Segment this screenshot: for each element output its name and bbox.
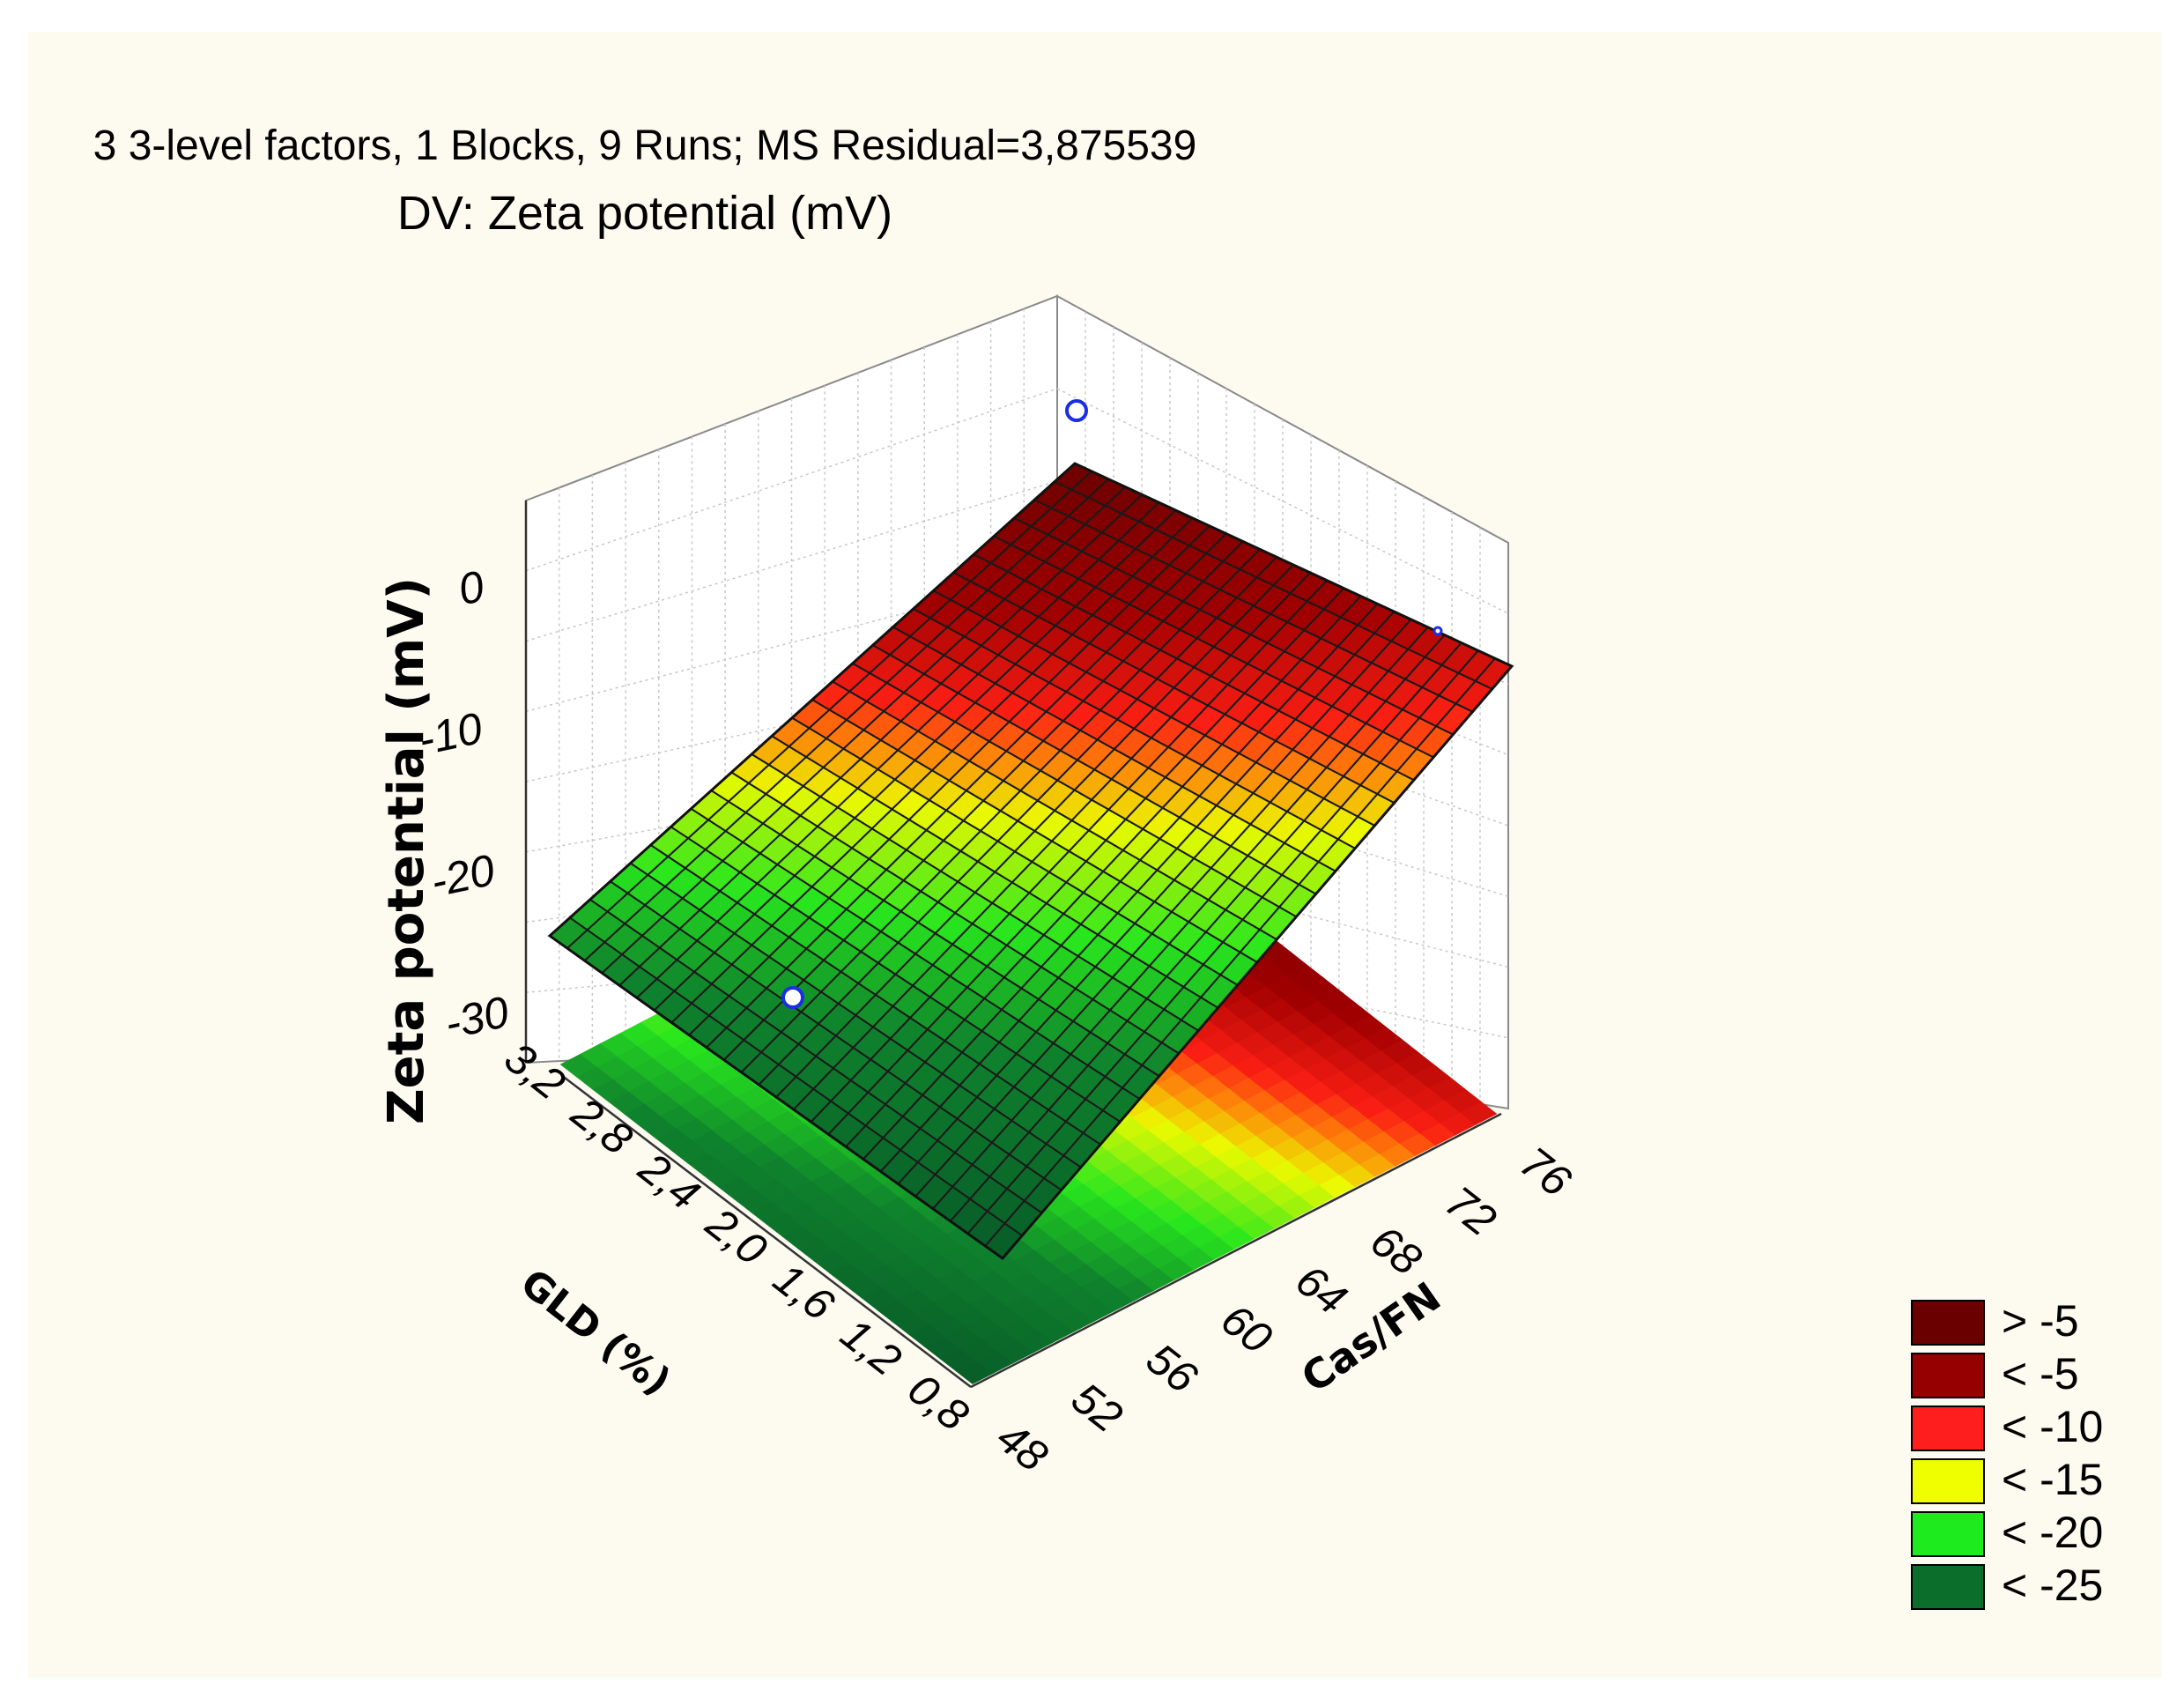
plot-panel: 3 3-level factors, 1 Blocks, 9 Runs; MS … xyxy=(28,32,2162,1678)
cas-fn-tick-label: 48 xyxy=(988,1413,1056,1481)
z-tick-label: -20 xyxy=(426,845,500,907)
observed-point xyxy=(1433,626,1443,636)
cas-fn-tick-label: 72 xyxy=(1436,1176,1505,1245)
surface-outline xyxy=(547,462,1514,1261)
legend-label: < -5 xyxy=(2002,1349,2079,1398)
chart-subtitle: DV: Zeta potential (mV) xyxy=(396,187,893,240)
wall-gridline xyxy=(525,388,1058,572)
observed-point xyxy=(781,986,804,1009)
cas-fn-tick-label: 52 xyxy=(1062,1373,1131,1442)
gld-axis-title: GLD (%) xyxy=(512,1260,678,1405)
legend-label: < -15 xyxy=(2002,1455,2103,1504)
observed-point xyxy=(1065,399,1088,422)
wall-gridline xyxy=(1056,388,1509,614)
legend-swatch xyxy=(1911,1353,1985,1398)
z-tick-label: 0 xyxy=(454,561,488,615)
z-axis-title: Zeta potential (mV) xyxy=(378,577,435,1124)
legend-swatch xyxy=(1911,1564,1985,1610)
legend-swatch xyxy=(1911,1405,1985,1451)
cas-fn-tick-label: 64 xyxy=(1287,1255,1356,1324)
legend-label: > -5 xyxy=(2002,1296,2079,1346)
legend-swatch xyxy=(1911,1458,1985,1504)
cas-fn-tick-label: 56 xyxy=(1137,1333,1206,1402)
cas-axis-line xyxy=(970,1112,1502,1389)
legend-swatch xyxy=(1911,1511,1985,1557)
chart-title: 3 3-level factors, 1 Blocks, 9 Runs; MS … xyxy=(93,122,1197,169)
legend-label: < -10 xyxy=(2002,1402,2103,1451)
legend-swatch xyxy=(1911,1300,1985,1346)
cas-fn-tick-label: 76 xyxy=(1511,1138,1580,1206)
z-tick-label: -30 xyxy=(441,987,514,1049)
cas-fn-tick-label: 60 xyxy=(1212,1294,1281,1363)
surface-plot: -30-20-1003,22,82,42,01,61,20,8485256606… xyxy=(378,294,2103,1610)
gld-axis-line xyxy=(560,1074,972,1388)
legend-label: < -20 xyxy=(2002,1508,2103,1557)
legend-label: < -25 xyxy=(2002,1561,2103,1610)
